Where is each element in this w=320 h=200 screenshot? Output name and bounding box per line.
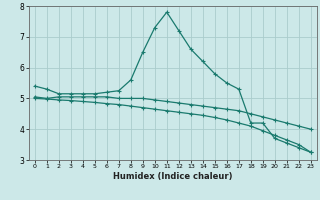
X-axis label: Humidex (Indice chaleur): Humidex (Indice chaleur) bbox=[113, 172, 233, 181]
